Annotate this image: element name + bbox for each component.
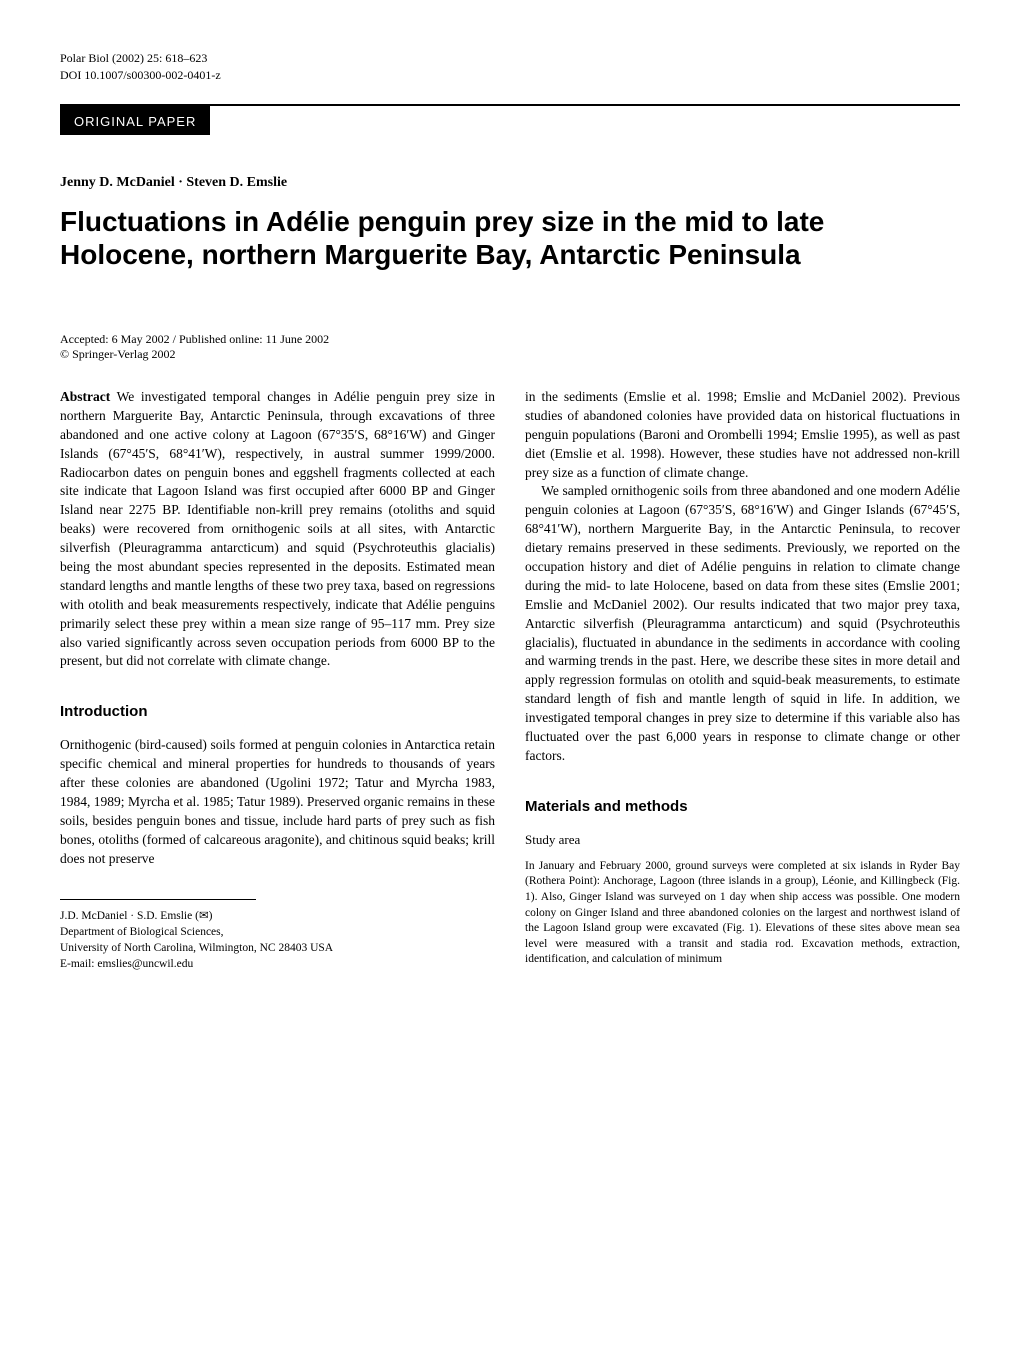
author-footer: J.D. McDaniel · S.D. Emslie (✉) Departme… (60, 908, 495, 972)
journal-doi: DOI 10.1007/s00300-002-0401-z (60, 67, 960, 84)
footer-separator (60, 899, 256, 900)
methods-subheading: Study area (525, 831, 960, 849)
left-column: Accepted: 6 May 2002 / Published online:… (60, 332, 495, 972)
section-label: ORIGINAL PAPER (60, 106, 210, 135)
acceptance-dates: Accepted: 6 May 2002 / Published online:… (60, 332, 495, 348)
abstract-text: We investigated temporal changes in Adél… (60, 389, 495, 668)
footer-dept: Department of Biological Sciences, (60, 924, 495, 940)
abstract-label: Abstract (60, 389, 110, 404)
journal-citation: Polar Biol (2002) 25: 618–623 (60, 50, 960, 67)
journal-header: Polar Biol (2002) 25: 618–623 DOI 10.100… (60, 50, 960, 84)
right-p2: We sampled ornithogenic soils from three… (525, 482, 960, 765)
introduction-p1: Ornithogenic (bird-caused) soils formed … (60, 736, 495, 868)
methods-heading: Materials and methods (525, 796, 960, 817)
methods-p1: In January and February 2000, ground sur… (525, 859, 960, 968)
footer-email: E-mail: emslies@uncwil.edu (60, 956, 495, 972)
right-column: . . in the sediments (Emslie et al. 1998… (525, 332, 960, 972)
page-title: Fluctuations in Adélie penguin prey size… (60, 205, 960, 272)
footer-univ: University of North Carolina, Wilmington… (60, 940, 495, 956)
abstract: Abstract We investigated temporal change… (60, 388, 495, 671)
acceptance-copyright: © Springer-Verlag 2002 (60, 347, 495, 363)
acceptance-block: Accepted: 6 May 2002 / Published online:… (60, 332, 495, 363)
footer-authors: J.D. McDaniel · S.D. Emslie (✉) (60, 908, 495, 924)
right-p1: in the sediments (Emslie et al. 1998; Em… (525, 388, 960, 482)
section-label-bar: ORIGINAL PAPER (60, 104, 960, 175)
two-column-layout: Accepted: 6 May 2002 / Published online:… (60, 332, 960, 972)
authors: Jenny D. McDaniel · Steven D. Emslie (60, 175, 960, 191)
introduction-heading: Introduction (60, 701, 495, 722)
